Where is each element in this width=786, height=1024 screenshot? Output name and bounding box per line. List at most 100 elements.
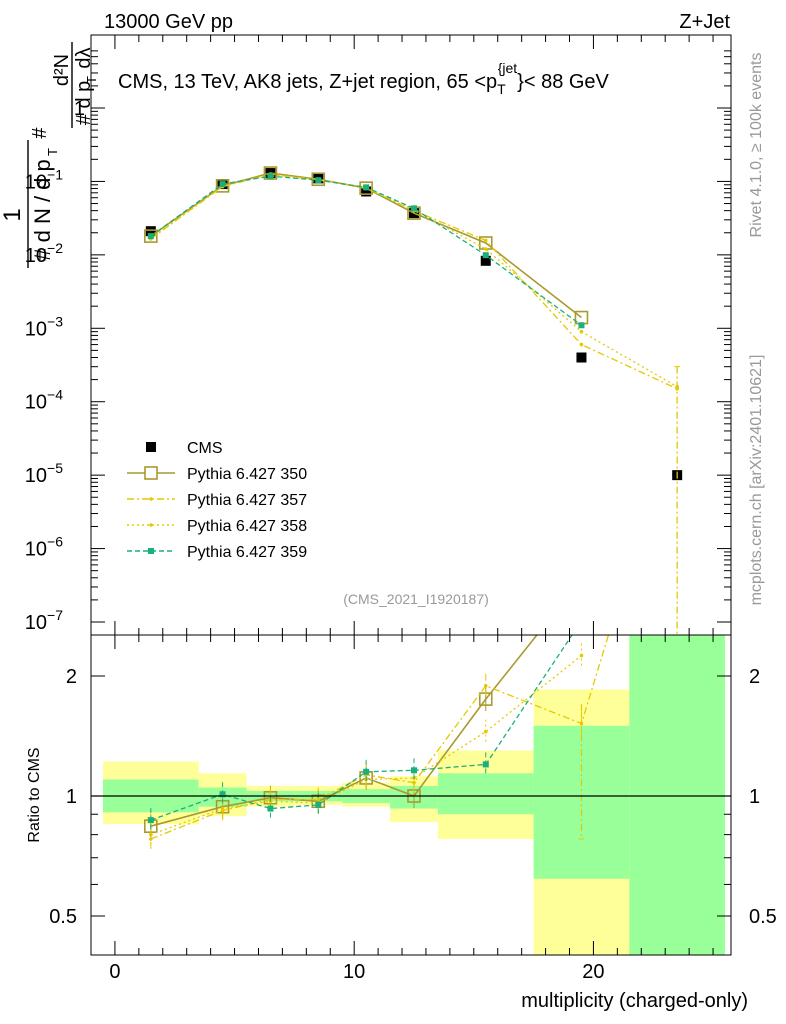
y-tick-base: 10 (25, 392, 47, 414)
legend-marker (148, 548, 154, 554)
legend-label: Pythia 6.427 359 (187, 544, 307, 561)
cms-data-point (361, 186, 372, 197)
ratio-y-tick-label-left: 1 (66, 786, 77, 808)
mc-point-350 (359, 181, 373, 195)
ratio-y-tick-label-left: 2 (66, 666, 77, 688)
mc-point-350 (144, 229, 158, 243)
mc-point-359 (267, 173, 274, 180)
ylabel-den1: # d N / d p (30, 159, 55, 261)
ratio-plot: 0.5 0.51 12 20 10 20 Ratio to CMS multiplicit… (26, 634, 777, 1012)
mc-point-350 (215, 179, 230, 193)
ratio-line (150, 635, 573, 821)
series-line-4 (150, 175, 582, 326)
mc-point-359 (219, 181, 226, 188)
y-tick-exponent: −7 (47, 607, 63, 623)
x-axis-label: multiplicity (charged-only) (521, 990, 748, 1012)
ylabel-num2-hash: # (29, 127, 51, 139)
ratio-point (483, 683, 488, 688)
y-tick-base: 10 (25, 245, 47, 267)
y-tick-label: 10−7 (25, 607, 63, 634)
y-tick-base: 10 (25, 539, 47, 561)
y-tick-exponent: −4 (47, 387, 63, 403)
ylabel-den-tail: dλ (73, 47, 95, 68)
ratio-data-marks (144, 635, 610, 852)
ratio-point-359 (267, 805, 274, 812)
ratio-point (149, 832, 153, 837)
y-tick-label: 10−4 (25, 387, 63, 414)
mc-point-359 (363, 184, 370, 191)
ylabel-den2: # d p (73, 81, 95, 125)
ratio-y-tick-label-left: 0.5 (49, 906, 77, 928)
legend-label: CMS (187, 440, 223, 457)
mc-point-359 (315, 177, 322, 184)
mc-point (483, 238, 488, 243)
header-left: 13000 GeV pp (104, 11, 233, 33)
green-uncertainty-band (437, 773, 534, 815)
ratio-point (483, 729, 488, 734)
main-data-marks (144, 166, 683, 635)
mcplots-note: mcplots.cern.ch [arXiv:2401.10621] (748, 355, 765, 606)
ratio-line (150, 635, 538, 827)
mc-point-359 (482, 252, 489, 259)
ratio-axis-ticks: 0.5 0.51 12 20 10 20 (49, 635, 777, 983)
y-tick-label: 10−5 (25, 460, 63, 487)
legend-label: Pythia 6.427 357 (187, 492, 307, 509)
ratio-line (150, 655, 582, 836)
y-tick-base: 10 (25, 612, 47, 634)
y-tick-label: 1 (74, 98, 85, 120)
ratio-point-359 (410, 767, 417, 774)
y-tick-base: 10 (25, 171, 47, 193)
ylabel-num2: d²N (51, 54, 73, 86)
legend-marker-cms (146, 442, 156, 452)
y-tick-exponent: −3 (47, 313, 63, 329)
mc-point-359 (578, 322, 585, 329)
x-tick-label: 20 (582, 961, 604, 983)
rivet-note: Rivet 4.1.0, ≥ 100k events (748, 53, 765, 238)
legend-marker (149, 497, 153, 501)
y-tick-label: 10−6 (25, 534, 63, 561)
cms-data-point (480, 255, 491, 266)
series-line-2 (150, 173, 678, 390)
mc-point (675, 384, 679, 389)
mc-point-359 (147, 233, 154, 240)
main-y-axis-label: 1 # d N / d p T # d²N # d p T dλ (0, 42, 99, 268)
mc-point (579, 329, 584, 334)
y-tick-exponent: −6 (47, 534, 63, 550)
main-plot: 10−710−610−510−410−310−210−11 CMS, 13 Te… (0, 34, 732, 636)
ratio-series-group (144, 635, 610, 852)
ratio-point (220, 806, 225, 811)
ratio-y-tick-label-right: 1 (749, 786, 760, 808)
main-axis-ticks: 10−710−610−510−410−310−210−11 (25, 35, 731, 635)
y-tick-label: 10−3 (25, 313, 63, 340)
ratio-point-359 (482, 761, 489, 768)
ratio-y-axis-label: Ratio to CMS (26, 747, 43, 842)
green-uncertainty-band (629, 635, 726, 955)
x-tick-label: 0 (109, 961, 120, 983)
y-tick-exponent: −5 (47, 460, 63, 476)
ratio-point (579, 653, 584, 658)
ratio-plot-frame (90, 634, 732, 956)
green-uncertainty-band (533, 725, 630, 879)
cms-data-point (576, 352, 587, 363)
analysis-annotation: (CMS_2021_I1920187) (343, 591, 489, 607)
legend-label: Pythia 6.427 358 (187, 518, 307, 535)
mc-point (483, 247, 488, 251)
y-tick-exponent: −2 (47, 240, 63, 256)
cms-data-point (145, 226, 156, 237)
mc-point-359 (410, 205, 417, 212)
ratio-point-359 (315, 801, 322, 808)
y-tick-base: 10 (25, 465, 47, 487)
ratio-point (316, 797, 321, 802)
title-tail-text: }< 88 GeV (517, 71, 609, 93)
ratio-y-tick-label-right: 2 (749, 666, 760, 688)
main-plot-title: CMS, 13 TeV, AK8 jets, Z+jet region, 65 … (118, 60, 610, 97)
title-main-text: CMS, 13 TeV, AK8 jets, Z+jet region, 65 … (118, 71, 497, 93)
legend: CMS Pythia 6.427 350 Pythia 6.427 357 Pythi… (127, 440, 307, 561)
ylabel-den2-sub: T (84, 76, 99, 84)
mc-point (579, 342, 584, 347)
y-tick-label: 10−2 (25, 240, 63, 267)
legend-marker (144, 466, 158, 480)
x-tick-label: 10 (343, 961, 365, 983)
legend-marker (149, 523, 153, 527)
